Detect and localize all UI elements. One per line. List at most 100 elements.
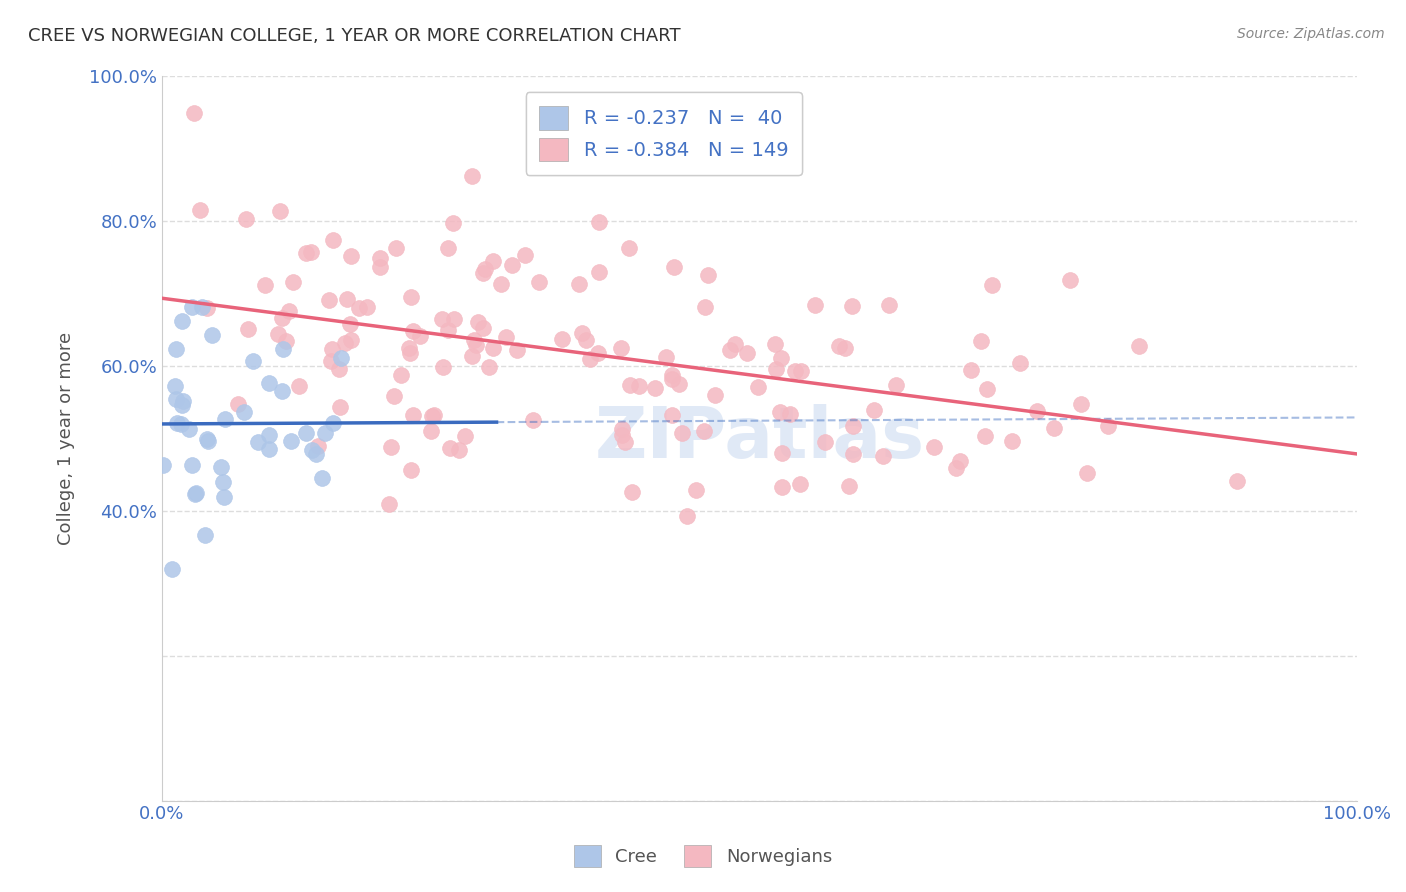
Point [769,351,792,366]
Point [610,342,633,356]
Point [280,434,302,448]
Point [432,360,454,375]
Point [467,315,489,329]
Point [271,384,294,399]
Point [575,333,598,347]
Point [842,447,865,461]
Point [747,380,769,394]
Point [212,475,235,489]
Point [1008,356,1031,370]
Point [877,298,900,312]
Point [491,277,513,291]
Point [277,304,299,318]
Point [619,378,641,392]
Point [610,422,633,436]
Point [253,277,276,292]
Point [976,382,998,396]
Point [349,301,371,316]
Point [1043,421,1066,435]
Point [423,408,446,422]
Point [464,338,486,352]
Point [579,352,602,367]
Point [339,317,361,331]
Point [472,320,495,334]
Point [501,258,523,272]
Point [586,346,609,360]
Y-axis label: College, 1 year or more: College, 1 year or more [58,332,75,545]
Point [478,359,501,374]
Point [197,434,219,449]
Point [522,413,544,427]
Point [724,336,747,351]
Point [551,332,574,346]
Point [813,435,835,450]
Point [179,422,201,436]
Point [214,412,236,426]
Point [201,327,224,342]
Point [693,424,716,438]
Point [1128,339,1150,353]
Point [402,324,425,338]
Point [377,497,399,511]
Text: CREE VS NORWEGIAN COLLEGE, 1 YEAR OR MORE CORRELATION CHART: CREE VS NORWEGIAN COLLEGE, 1 YEAR OR MOR… [28,27,681,45]
Point [567,277,589,291]
Point [1226,474,1249,488]
Point [195,432,218,446]
Point [368,260,391,275]
Point [399,346,422,360]
Point [614,434,637,449]
Point [703,388,725,402]
Point [257,427,280,442]
Point [328,362,350,376]
Point [172,398,194,412]
Point [271,310,294,325]
Point [461,349,484,363]
Point [420,424,443,438]
Point [295,425,318,440]
Point [779,407,801,421]
Point [437,241,460,255]
Point [166,417,188,431]
Point [974,428,997,442]
Point [152,458,174,472]
Point [1025,404,1047,418]
Point [436,322,458,336]
Point [356,300,378,314]
Point [257,442,280,456]
Point [841,418,863,433]
Legend: Cree, Norwegians: Cree, Norwegians [567,838,839,874]
Point [668,377,690,392]
Point [763,336,786,351]
Point [183,106,205,120]
Point [463,333,485,347]
Point [274,334,297,348]
Point [1076,466,1098,480]
Point [789,476,811,491]
Point [529,275,551,289]
Point [183,486,205,500]
Point [402,408,425,422]
Point [439,441,461,455]
Point [513,247,536,261]
Text: Source: ZipAtlas.com: Source: ZipAtlas.com [1237,27,1385,41]
Point [441,216,464,230]
Point [770,446,793,460]
Text: ZIPatlas: ZIPatlas [595,403,925,473]
Point [863,403,886,417]
Point [675,508,697,523]
Point [506,343,529,357]
Point [725,119,748,133]
Point [368,252,391,266]
Point [170,417,193,431]
Point [165,342,187,356]
Point [461,169,484,183]
Point [295,246,318,260]
Point [257,376,280,391]
Point [662,260,685,274]
Point [305,447,328,461]
Point [619,241,641,255]
Point [1097,418,1119,433]
Point [588,215,610,229]
Point [311,471,333,485]
Point [495,330,517,344]
